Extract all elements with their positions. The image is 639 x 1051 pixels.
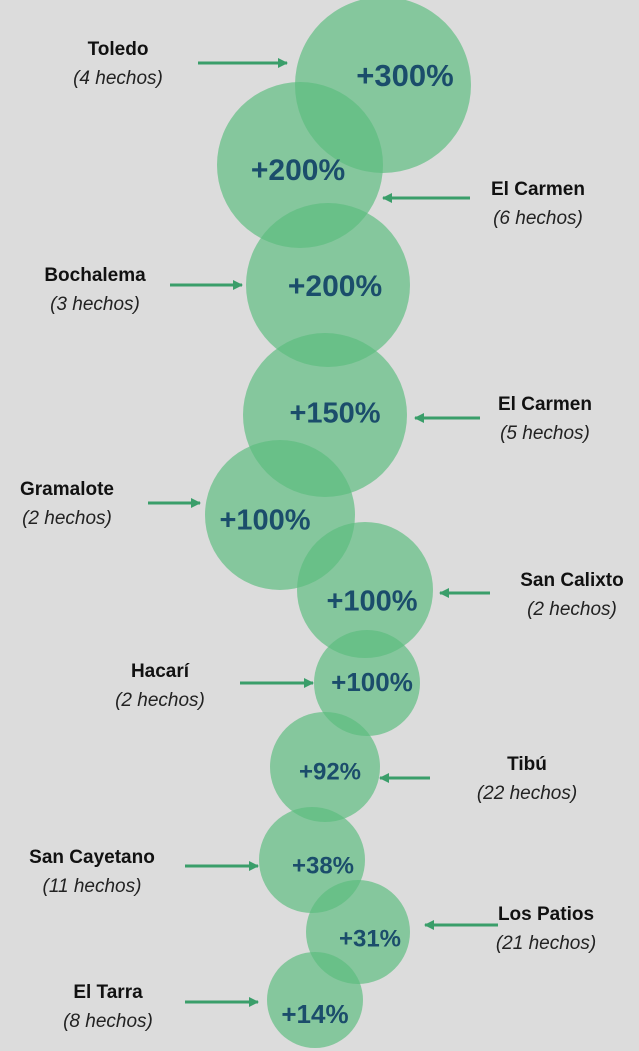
percent-label: +92% [299,758,361,785]
percent-label: +300% [356,58,453,93]
percent-label: +200% [288,270,382,303]
place-name: Gramalote [20,479,114,500]
place-name: Los Patios [498,904,594,925]
place-detail: (8 hechos) [63,1011,153,1032]
place-detail: (2 hechos) [527,599,617,620]
percent-label: +31% [339,925,401,952]
place-detail: (6 hechos) [493,208,583,229]
place-detail: (11 hechos) [43,876,142,897]
bubble [314,630,420,736]
place-name: El Carmen [498,394,592,415]
place-name: Bochalema [44,265,146,286]
bubble [270,712,380,822]
bubble [267,952,363,1048]
place-detail: (4 hechos) [73,68,163,89]
place-name: Hacarí [131,661,190,682]
percent-label: +150% [289,398,380,430]
place-name: San Cayetano [29,847,155,868]
percent-label: +100% [331,667,413,697]
place-detail: (3 hechos) [50,294,140,315]
place-name: Toledo [88,39,149,60]
place-detail: (5 hechos) [500,423,590,444]
bubble [297,522,433,658]
percent-label: +100% [326,586,417,618]
percent-label: +200% [251,154,345,187]
place-name: Tibú [507,754,547,775]
place-name: San Calixto [520,570,623,591]
place-detail: (22 hechos) [477,783,577,804]
percent-label: +38% [292,852,354,879]
place-detail: (2 hechos) [22,508,112,529]
percent-label: +14% [281,999,348,1029]
bubble [246,203,410,367]
place-detail: (2 hechos) [115,690,205,711]
place-name: El Tarra [73,982,143,1003]
percent-label: +100% [219,505,310,537]
place-detail: (21 hechos) [496,933,596,954]
place-name: El Carmen [491,179,585,200]
